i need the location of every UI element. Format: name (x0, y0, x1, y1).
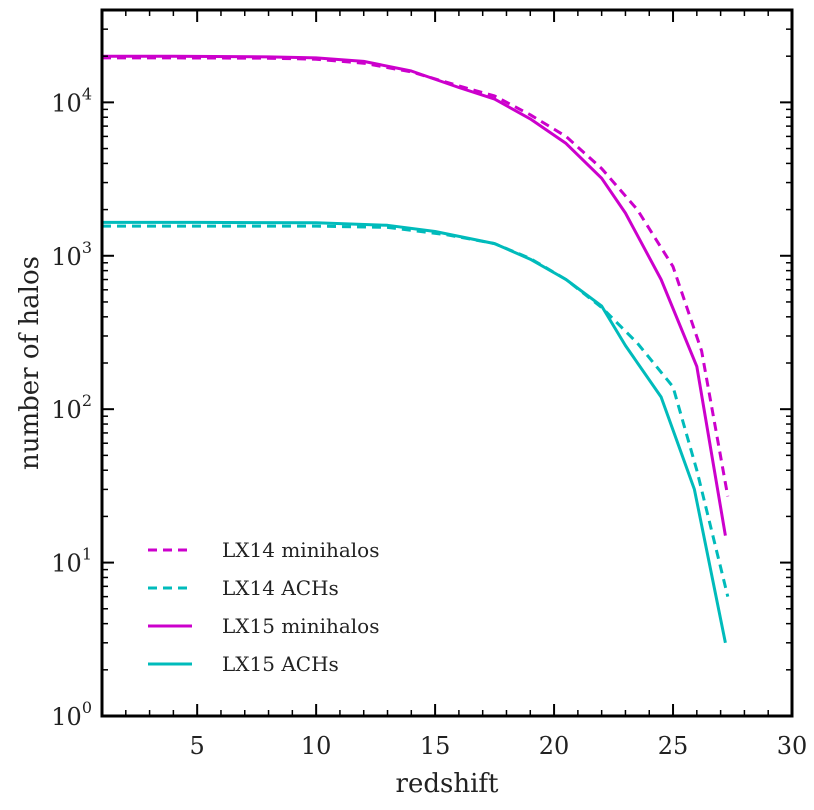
legend-label: LX14 ACHs (222, 576, 339, 600)
x-tick-label: 20 (539, 732, 570, 760)
y-tick-exponent: 2 (82, 391, 92, 410)
y-tick-label: 104 (51, 84, 92, 117)
series-line-lx14-achs (102, 224, 730, 597)
y-tick-exponent: 0 (82, 698, 92, 717)
y-tick-label: 101 (51, 545, 92, 578)
legend-label: LX15 ACHs (222, 652, 339, 676)
y-tick-base: 10 (51, 396, 82, 424)
y-tick-exponent: 4 (82, 84, 92, 103)
x-tick-label: 25 (658, 732, 689, 760)
legend-label: LX15 minihalos (222, 614, 379, 638)
y-tick-base: 10 (51, 550, 82, 578)
x-tick-label: 5 (190, 732, 205, 760)
y-tick-base: 10 (51, 243, 82, 271)
y-tick-exponent: 1 (82, 545, 92, 564)
y-axis-label: number of halos (15, 256, 45, 470)
series-layer (102, 54, 730, 644)
y-tick-base: 10 (51, 703, 82, 731)
x-axis-label: redshift (396, 769, 499, 799)
x-tick-label: 15 (420, 732, 451, 760)
x-tick-label: 10 (301, 732, 332, 760)
legend-label: LX14 minihalos (222, 538, 379, 562)
plot-frame (100, 8, 794, 718)
y-tick-exponent: 3 (82, 238, 92, 257)
y-tick-label: 100 (51, 698, 92, 731)
y-tick-base: 10 (51, 89, 82, 117)
legend: LX14 minihalos LX14 ACHs LX15 minihalos LX1… (148, 538, 379, 676)
series-line-lx15-minihalos (102, 54, 727, 536)
x-tick-label: 30 (777, 732, 808, 760)
y-tick-label: 103 (51, 238, 92, 271)
series-line-lx15-achs (102, 220, 727, 644)
y-tick-label: 102 (51, 391, 92, 424)
